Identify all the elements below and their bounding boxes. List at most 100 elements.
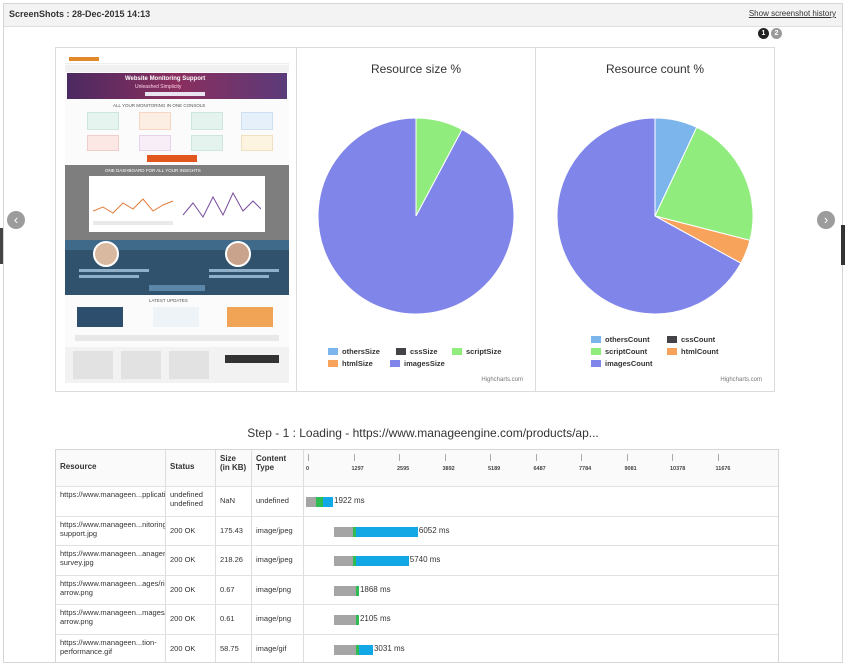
timing-bar-connect[interactable] [353, 526, 357, 537]
content-type-cell: image/jpeg [252, 546, 304, 575]
content-type-cell: image/png [252, 575, 304, 605]
resource-cell: https://www.manageen...tion-performance.… [56, 634, 166, 662]
timeline-tick-label: 2595 [397, 466, 410, 472]
timeline-tick-label: 7784 [579, 466, 592, 472]
timing-bar-download[interactable] [322, 497, 333, 507]
timing-bar-connect[interactable] [355, 615, 359, 625]
table-row[interactable]: https://www.manageen...ages/right-arrow.… [56, 574, 778, 605]
pie-slice-scriptCount[interactable] [654, 126, 754, 241]
timing-bar-wait[interactable] [334, 585, 356, 596]
timing-bar-wait[interactable] [306, 497, 316, 507]
content-type-cell: image/gif [252, 634, 304, 662]
total-time-label: 1868 ms [359, 584, 391, 594]
next-arrow-icon[interactable]: › [817, 211, 835, 229]
thumb-section1: ALL YOUR MONITORING IN ONE CONSOLE [113, 103, 206, 108]
legend-label: imagesSize [404, 359, 445, 368]
size-cell: 218.26 [216, 546, 252, 575]
timing-bar-download[interactable] [356, 556, 409, 566]
timing-bar-wait[interactable] [334, 556, 354, 566]
page-screenshot-thumbnail[interactable]: Website Monitoring Support Unleashed Sim… [65, 55, 289, 383]
timeline-tick-mark [717, 454, 719, 461]
resource-count-chart: Resource count % othersCount cssCount scri… [535, 47, 775, 392]
timing-bar-connect[interactable] [315, 497, 323, 507]
resource-cell: https://www.manageen...mages/left-arrow.… [56, 605, 166, 634]
table-row[interactable]: https://www.manageen...tion-performance.… [56, 633, 778, 662]
timing-bar-wait[interactable] [334, 644, 356, 655]
table-row[interactable]: https://www.manageen...nitoring-support.… [56, 515, 778, 546]
col-header-size: Size (in KB) [216, 450, 252, 486]
timing-bar-connect[interactable] [355, 585, 359, 596]
pie-slice-imagesSize[interactable] [317, 117, 515, 315]
timeline-tick-label: 6487 [533, 466, 546, 472]
left-edge-marker [0, 228, 3, 264]
legend-item-othersSize[interactable]: othersSize [328, 347, 380, 356]
legend-swatch [390, 360, 400, 367]
timeline-tick-label: 10378 [670, 466, 686, 472]
legend-swatch [328, 360, 338, 367]
legend-label: htmlCount [681, 347, 719, 356]
show-history-link[interactable]: Show screenshot history [748, 9, 836, 18]
timeline-tick-mark [626, 454, 628, 461]
page-2-button[interactable]: 2 [771, 28, 782, 39]
col-header-status: Status [166, 450, 216, 486]
content-type-cell: image/png [252, 605, 304, 634]
size-cell: 0.61 [216, 605, 252, 634]
legend-item-cssCount[interactable]: cssCount [667, 335, 715, 344]
legend-label: cssSize [410, 347, 438, 356]
status-cell: 200 OK [166, 546, 216, 575]
timeline-tick-mark [581, 454, 582, 461]
legend-item-imagesSize[interactable]: imagesSize [390, 359, 445, 368]
legend-swatch [667, 348, 677, 355]
timing-bar-wait[interactable] [334, 526, 354, 537]
legend-item-scriptSize[interactable]: scriptSize [452, 347, 501, 356]
panel-header: ScreenShots : 28-Dec-2015 14:13 Show scr… [4, 4, 842, 27]
table-row[interactable]: https://www.manageen...anagement-survey.… [56, 545, 778, 575]
legend-swatch [328, 348, 338, 355]
timeline-tick-mark [308, 454, 309, 461]
content-type-cell: undefined [252, 487, 304, 516]
table-row[interactable]: https://www.manageen...pplications_manag… [56, 486, 778, 516]
thumb-banner-line1: Website Monitoring Support [125, 76, 206, 82]
legend-item-htmlCount[interactable]: htmlCount [667, 347, 719, 356]
legend-item-imagesCount[interactable]: imagesCount [591, 359, 653, 368]
timeline-header: 0 1297 2595 3892 5189 6487 7784 9081 10378 11676 [304, 450, 778, 486]
timeline-tick-label: 0 [306, 466, 310, 472]
step-title: Step - 1 : Loading - https://www.managee… [247, 426, 599, 440]
legend-label: htmlSize [342, 359, 373, 368]
right-edge-marker [841, 225, 845, 265]
size-cell: 0.67 [216, 575, 252, 605]
legend-item-othersCount[interactable]: othersCount [591, 335, 650, 344]
legend-swatch [667, 336, 677, 343]
resource-size-pie [317, 117, 515, 315]
size-cell: 58.75 [216, 634, 252, 662]
thumb-graph [93, 191, 261, 225]
timing-bar-download[interactable] [358, 644, 373, 655]
total-time-label: 3031 ms [373, 643, 405, 653]
legend-label: cssCount [681, 335, 716, 344]
timing-bar-connect[interactable] [353, 556, 357, 566]
table-row[interactable]: https://www.manageen...mages/left-arrow.… [56, 604, 778, 634]
resource-cell: https://www.manageen...ages/right-arrow.… [56, 575, 166, 605]
pie-slice-imagesCount[interactable] [556, 117, 742, 315]
legend-label: scriptSize [466, 347, 502, 356]
timing-bar-connect[interactable] [355, 644, 359, 655]
waterfall-table: Resource Status Size (in KB) Content Typ… [55, 449, 779, 663]
legend-swatch [452, 348, 462, 355]
legend-item-cssSize[interactable]: cssSize [396, 347, 438, 356]
timeline-tick-mark [535, 454, 537, 461]
col-header-content-type: Content Type [252, 450, 304, 486]
timing-bar-download[interactable] [356, 526, 418, 537]
page-1-button[interactable]: 1 [758, 28, 769, 39]
legend-item-scriptCount[interactable]: scriptCount [591, 347, 647, 356]
thumb-section2: ONE DASHBOARD FOR ALL YOUR INSIGHTS [105, 168, 201, 173]
timeline-tick-mark [353, 454, 355, 461]
resource-size-title: Resource size % [370, 62, 462, 76]
legend-swatch [591, 336, 601, 343]
content-type-cell: image/jpeg [252, 516, 304, 546]
timing-bar-wait[interactable] [334, 615, 356, 625]
prev-arrow-icon[interactable]: ‹ [7, 211, 25, 229]
highcharts-credit: Highcharts.com [481, 377, 523, 383]
legend-item-htmlSize[interactable]: htmlSize [328, 359, 373, 368]
legend-label: othersSize [342, 347, 380, 356]
timeline-tick-label: 3892 [442, 466, 455, 472]
